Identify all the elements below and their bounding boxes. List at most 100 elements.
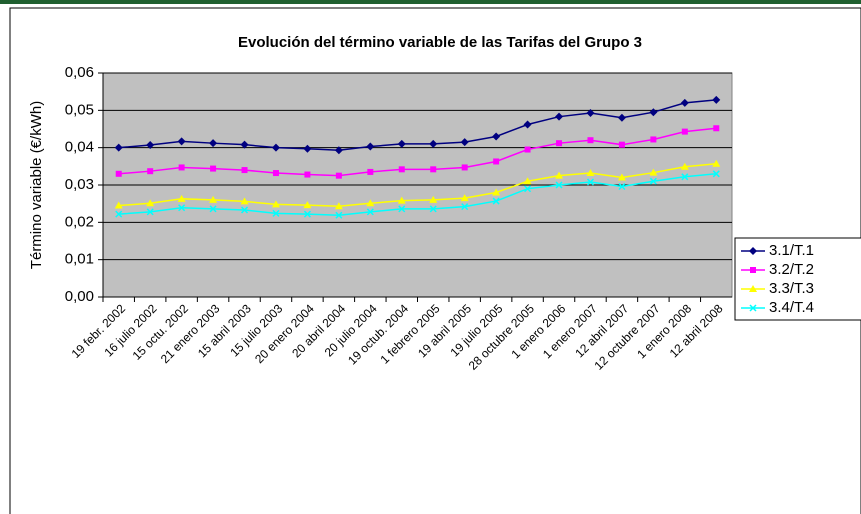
marker — [366, 208, 374, 216]
y-tick-label: 0,05 — [65, 101, 94, 118]
marker — [147, 168, 154, 175]
marker — [209, 139, 218, 148]
marker — [272, 209, 280, 217]
marker — [555, 171, 564, 179]
series-line — [118, 99, 717, 152]
marker — [146, 208, 154, 216]
marker — [210, 165, 217, 172]
marker — [524, 185, 532, 193]
series-line — [118, 162, 717, 208]
marker — [271, 200, 280, 208]
marker — [649, 177, 657, 185]
marker — [461, 203, 469, 211]
legend-label: 3.2/T.2 — [769, 261, 814, 278]
frame-top — [0, 0, 861, 4]
y-axis-label: Término variable (€/kWh) — [28, 101, 45, 269]
marker — [681, 128, 688, 135]
marker — [366, 142, 375, 151]
marker — [460, 138, 469, 147]
marker — [272, 170, 279, 177]
marker — [178, 204, 186, 212]
legend-label: 3.4/T.4 — [769, 299, 814, 316]
legend-marker — [750, 267, 756, 273]
y-tick-label: 0,04 — [65, 139, 94, 156]
marker — [115, 210, 123, 218]
marker — [618, 182, 626, 191]
marker — [680, 98, 689, 107]
marker — [398, 166, 405, 173]
marker — [617, 173, 626, 181]
marker — [146, 141, 155, 150]
marker — [586, 169, 595, 177]
legend-marker — [749, 247, 757, 255]
marker — [304, 171, 311, 178]
marker — [555, 112, 564, 121]
marker — [177, 194, 186, 202]
marker — [523, 177, 532, 185]
marker — [649, 108, 658, 117]
chart-title: Evolución del término variable de las Ta… — [238, 34, 642, 51]
marker — [115, 170, 122, 177]
marker — [271, 143, 280, 152]
marker — [555, 181, 563, 189]
legend-marker — [749, 285, 757, 292]
marker — [209, 205, 217, 213]
marker — [398, 205, 406, 213]
marker — [460, 194, 469, 202]
marker — [178, 164, 185, 171]
marker — [650, 136, 657, 143]
marker — [586, 108, 595, 117]
marker — [303, 201, 312, 209]
marker — [492, 197, 500, 205]
marker — [461, 164, 468, 171]
marker — [335, 211, 343, 219]
marker — [209, 195, 218, 203]
marker — [429, 205, 437, 213]
legend-label: 3.1/T.1 — [769, 242, 814, 259]
marker — [114, 201, 123, 209]
marker — [586, 178, 595, 186]
marker — [240, 197, 249, 205]
marker — [335, 172, 342, 179]
marker — [587, 137, 594, 144]
marker — [241, 167, 248, 174]
marker — [492, 132, 501, 141]
marker — [397, 139, 406, 148]
legend-marker — [749, 304, 757, 312]
marker — [618, 141, 625, 148]
marker — [429, 139, 438, 148]
marker — [303, 210, 311, 218]
marker — [712, 95, 721, 104]
marker — [240, 206, 249, 214]
marker — [524, 146, 531, 153]
marker — [334, 202, 343, 210]
marker — [492, 188, 501, 196]
y-tick-label: 0,02 — [65, 213, 94, 230]
marker — [712, 159, 721, 167]
marker — [430, 166, 437, 173]
marker — [177, 137, 186, 146]
marker — [303, 144, 312, 153]
y-tick-label: 0,03 — [65, 176, 94, 193]
marker — [114, 143, 123, 152]
marker — [681, 173, 689, 181]
marker — [523, 120, 532, 129]
marker — [146, 199, 155, 207]
legend-label: 3.3/T.3 — [769, 280, 814, 297]
marker — [334, 146, 343, 155]
y-tick-label: 0,00 — [65, 288, 94, 305]
series-line — [118, 173, 717, 216]
marker — [649, 168, 658, 176]
marker — [713, 125, 720, 132]
y-tick-label: 0,06 — [65, 64, 94, 81]
marker — [397, 196, 406, 204]
marker — [617, 113, 626, 122]
marker — [240, 140, 249, 149]
marker — [680, 162, 689, 170]
marker — [366, 199, 375, 207]
marker — [556, 140, 563, 147]
marker — [712, 170, 720, 178]
marker — [367, 168, 374, 175]
marker — [429, 195, 438, 203]
